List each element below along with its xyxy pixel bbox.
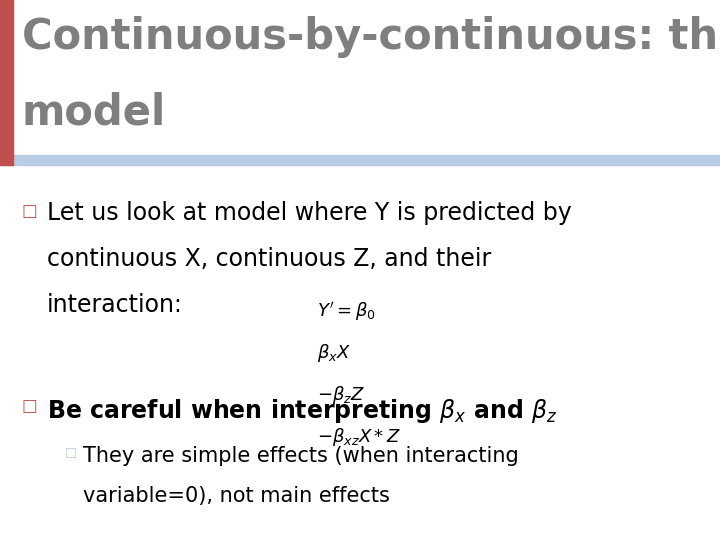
Text: $Y^{\prime} = \beta_0$: $Y^{\prime} = \beta_0$ — [317, 300, 376, 323]
Text: interaction:: interaction: — [47, 293, 183, 316]
Text: continuous X, continuous Z, and their: continuous X, continuous Z, and their — [47, 247, 491, 271]
Text: Let us look at model where Y is predicted by: Let us look at model where Y is predicte… — [47, 201, 572, 225]
Bar — [0, 0, 13, 165]
Text: model: model — [22, 92, 166, 134]
Text: Be careful when interpreting $\beta_x$ and $\beta_z$: Be careful when interpreting $\beta_x$ a… — [47, 397, 557, 425]
Text: $\beta_x X$: $\beta_x X$ — [317, 342, 351, 364]
Text: Continuous-by-continuous: the: Continuous-by-continuous: the — [22, 16, 720, 58]
Text: They are simple effects (when interacting: They are simple effects (when interactin… — [83, 446, 518, 465]
Text: □: □ — [22, 397, 37, 415]
Text: □: □ — [22, 202, 37, 220]
Text: $- \beta_{xz} X * Z$: $- \beta_{xz} X * Z$ — [317, 426, 401, 448]
Bar — [0, 155, 720, 165]
Text: □: □ — [65, 446, 76, 458]
Text: variable=0), not main effects: variable=0), not main effects — [83, 486, 390, 506]
Text: $- \beta_z Z$: $- \beta_z Z$ — [317, 384, 365, 406]
